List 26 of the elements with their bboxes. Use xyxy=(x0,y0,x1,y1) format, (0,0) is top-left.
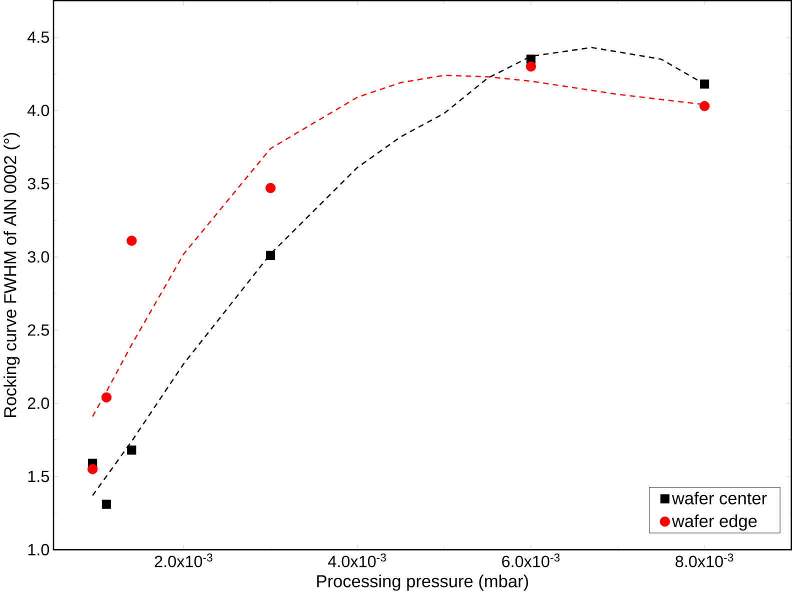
point xyxy=(526,61,536,72)
legend-label: wafer center xyxy=(672,492,767,504)
x-tick-label: 4.0x10$^{-3}$ xyxy=(328,553,386,568)
x-tick-label: 8.0x10$^{-3}$ xyxy=(676,553,734,568)
point xyxy=(266,250,276,260)
point xyxy=(127,445,136,454)
y-tick-label: 2.0 xyxy=(28,397,50,409)
point xyxy=(126,235,137,246)
y-axis-title: Rocking curve FWHM of AlN 0002 (°) xyxy=(4,132,20,417)
point xyxy=(699,100,710,111)
point xyxy=(700,79,710,88)
x-axis-title: Processing pressure (mbar) xyxy=(317,574,528,591)
point xyxy=(102,500,112,509)
y-tick-label: 2.5 xyxy=(28,324,50,336)
y-tick-label: 1.5 xyxy=(28,470,50,482)
point xyxy=(101,392,112,402)
x-tick-label: 6.0x10$^{-3}$ xyxy=(502,553,560,568)
y-tick-label: 4.5 xyxy=(28,31,50,43)
x-tick-label: 2.0x10$^{-3}$ xyxy=(154,553,212,568)
y-tick-label: 4.0 xyxy=(28,104,50,116)
legend-label: wafer edge xyxy=(672,514,757,530)
point xyxy=(265,182,276,193)
y-tick-label: 3.5 xyxy=(28,178,50,190)
point xyxy=(87,464,98,474)
y-tick-label: 1.0 xyxy=(28,544,50,556)
y-tick-label: 3.0 xyxy=(28,250,50,262)
